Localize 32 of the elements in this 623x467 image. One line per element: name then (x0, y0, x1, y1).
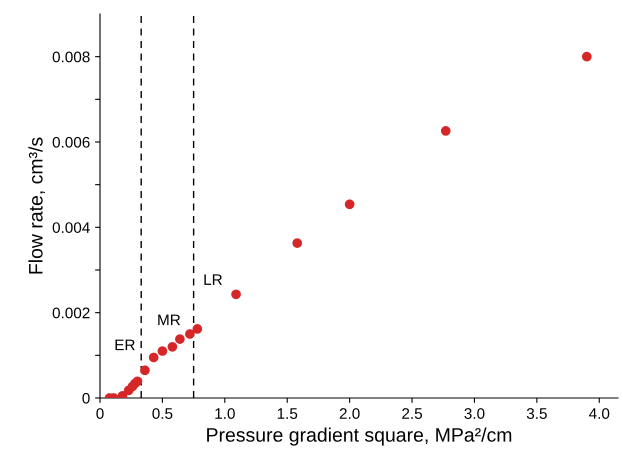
x-tick-label: 2.5 (402, 408, 422, 419)
x-tick-label: 3.5 (526, 408, 547, 419)
x-tick-label: 1.0 (215, 408, 235, 419)
annotation: LR (204, 274, 222, 285)
y-tick-label: 0 (82, 392, 90, 404)
point (582, 52, 592, 62)
y-tick-label: 0.002 (52, 308, 90, 318)
point (231, 289, 241, 300)
y-tick-label: 0.008 (52, 52, 90, 62)
x-tick-label: 0 (96, 408, 104, 419)
point (344, 199, 354, 210)
x-tick-label: 0.5 (152, 408, 172, 419)
point (132, 376, 142, 386)
x-tick-label: 2.0 (340, 408, 360, 419)
point (175, 334, 185, 344)
point (185, 329, 195, 339)
point (292, 238, 302, 248)
point (168, 342, 178, 352)
y-axis-title: Flow rate, cm³/s (28, 138, 45, 274)
y-tick-label: 0.006 (52, 136, 90, 148)
point (140, 365, 150, 376)
x-tick-label: 3.0 (464, 408, 484, 419)
annotation: MR (158, 314, 180, 326)
x-axis-title: Pressure gradient square, MPa²/cm (207, 428, 512, 446)
x-tick-label: 4.0 (589, 408, 610, 419)
point (148, 352, 159, 362)
x-tick-label: 1.5 (278, 408, 298, 419)
annotation: ER (116, 340, 135, 350)
point (158, 346, 168, 356)
point (440, 126, 451, 136)
point (192, 324, 202, 334)
y-tick-label: 0.004 (52, 222, 90, 234)
